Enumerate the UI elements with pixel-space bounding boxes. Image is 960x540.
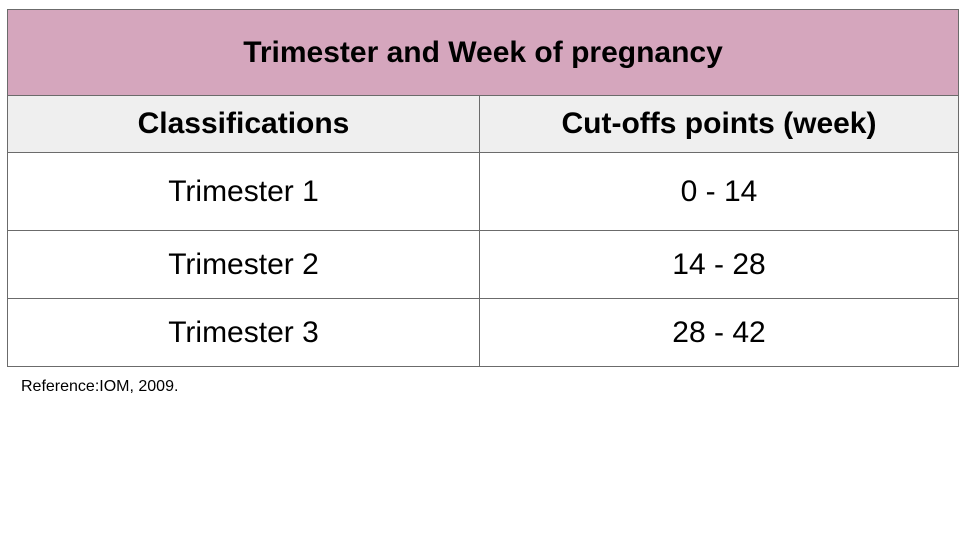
trimester-table: Trimester and Week of pregnancy Classifi… xyxy=(7,9,959,367)
classification-cell: Trimester 1 xyxy=(7,152,480,231)
column-header-cut-offs: Cut-offs points (week) xyxy=(479,95,959,153)
column-header-classifications: Classifications xyxy=(7,95,480,153)
table-title-row: Trimester and Week of pregnancy xyxy=(7,9,959,96)
table-row: Trimester 1 0 - 14 xyxy=(7,152,959,231)
classification-cell: Trimester 2 xyxy=(7,230,480,299)
cut-off-cell: 14 - 28 xyxy=(479,230,959,299)
cut-off-cell: 28 - 42 xyxy=(479,298,959,367)
table-row: Trimester 2 14 - 28 xyxy=(7,230,959,299)
table-row: Trimester 3 28 - 42 xyxy=(7,298,959,367)
cut-off-cell: 0 - 14 xyxy=(479,152,959,231)
reference-note: Reference:IOM, 2009. xyxy=(21,378,179,395)
classification-cell: Trimester 3 xyxy=(7,298,480,367)
table-title: Trimester and Week of pregnancy xyxy=(7,9,959,96)
table-header-row: Classifications Cut-offs points (week) xyxy=(7,95,959,153)
